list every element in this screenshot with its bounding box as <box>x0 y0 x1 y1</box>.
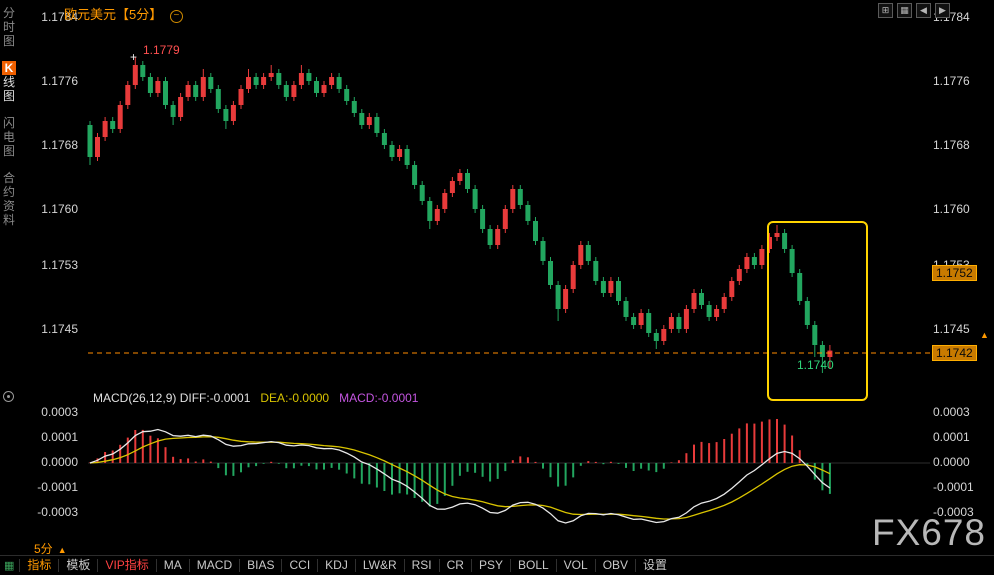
sidebar-item-label: 分时图 <box>2 6 15 48</box>
price-axis-label: 1.1768 <box>933 138 970 152</box>
current-price-tag: 1.1742 <box>932 345 977 361</box>
toolbar-tab-psy[interactable]: PSY <box>470 559 510 572</box>
toolbar-tab-kdj[interactable]: KDJ <box>317 559 355 572</box>
price-axis-label: 1.1745 <box>933 322 970 336</box>
price-axis-label: 1.1784 <box>41 10 78 24</box>
macd-axis-label: -0.0003 <box>933 505 974 519</box>
price-axis-label: 1.1768 <box>41 138 78 152</box>
toolbar-tab-cr[interactable]: CR <box>438 559 471 572</box>
candlestick-series <box>87 57 833 373</box>
period-text: 5分 <box>34 542 53 556</box>
period-label[interactable]: 5分 ▲ <box>34 540 67 557</box>
toolbar-tab-lwr[interactable]: LW&R <box>354 559 404 572</box>
toolbar-tab-obv[interactable]: OBV <box>594 559 635 572</box>
low-price-annotation: 1.1740 <box>797 358 834 372</box>
toolbar-tab-indicator[interactable]: 指标 <box>19 559 58 572</box>
chart-header: 欧元美元【5分】 − <box>64 4 183 23</box>
macd-header-part-2: MACD:-0.0001 <box>339 391 419 405</box>
toolbar-tab-macd[interactable]: MACD <box>188 559 239 572</box>
macd-dea-line <box>89 436 831 520</box>
price-axis-label: 1.1776 <box>933 74 970 88</box>
price-axis-label: 1.1760 <box>41 202 78 216</box>
toolbar-tab-settings[interactable]: 设置 <box>635 559 674 572</box>
high-price-annotation: 1.1779 <box>143 43 180 57</box>
toolbar-tab-cci[interactable]: CCI <box>281 559 317 572</box>
period-dropdown-icon: ▲ <box>57 545 67 555</box>
price-axis-label: 1.1760 <box>933 202 970 216</box>
kline-badge: K <box>2 61 16 75</box>
price-axis-label: 1.1745 <box>41 322 78 336</box>
grid-icon[interactable]: ▦ <box>897 3 912 18</box>
sidebar-item-label: 线图 <box>2 75 15 103</box>
sidebar-item-label: 闪电图 <box>2 116 15 158</box>
chart-type-sidebar: 分时图 K 线图闪电图合约资料 <box>2 6 18 240</box>
macd-axis-label: 0.0000 <box>41 455 78 469</box>
price-marker-icon: ▲ <box>980 330 989 340</box>
toolbar-tab-bias[interactable]: BIAS <box>239 559 281 572</box>
macd-axis-label: -0.0003 <box>37 505 78 519</box>
indicators-grid-icon[interactable]: ▦ <box>4 560 15 572</box>
macd-header-part-0: MACD(26,12,9) DIFF:-0.0001 <box>93 391 251 405</box>
macd-axis-label: 0.0001 <box>933 430 970 444</box>
fullscreen-icon[interactable]: ⊞ <box>878 3 893 18</box>
chart-tools: ⊞ ▦ ◀ ▶ <box>878 3 950 18</box>
toolbar-tab-ma[interactable]: MA <box>155 559 189 572</box>
sidebar-item-contract-info[interactable]: 合约资料 <box>2 171 16 227</box>
macd-axis-label: 0.0003 <box>933 405 970 419</box>
macd-axis-label: 0.0001 <box>41 430 78 444</box>
macd-axis-label: -0.0001 <box>933 480 974 494</box>
sidebar-item-lightning-chart[interactable]: 闪电图 <box>2 116 16 158</box>
price-axis-label: 1.1753 <box>41 258 78 272</box>
toolbar-tab-boll[interactable]: BOLL <box>509 559 556 572</box>
macd-axis-label: 0.0003 <box>41 405 78 419</box>
symbol-title: 欧元美元【5分】 <box>64 7 163 22</box>
toolbar-tab-rsi[interactable]: RSI <box>403 559 439 572</box>
toolbar-tab-vip-indicator[interactable]: VIP指标 <box>97 559 155 572</box>
pan-left-icon[interactable]: ◀ <box>916 3 931 18</box>
watermark: FX678 <box>871 512 986 553</box>
ref-price-tag: 1.1752 <box>932 265 977 281</box>
highlight-box <box>767 221 868 401</box>
macd-diff-line <box>89 428 831 524</box>
crosshair-icon: + <box>130 50 138 64</box>
sidebar-item-label: 合约资料 <box>2 171 15 227</box>
bottom-toolbar: ▦ 指标 模板 VIP指标 MA MACD BIAS CCI KDJ LW&R RSI CR PSY B… <box>0 555 994 575</box>
sidebar-item-time-chart[interactable]: 分时图 <box>2 6 16 48</box>
toolbar-tab-template[interactable]: 模板 <box>58 559 97 572</box>
macd-header-part-1: DEA:-0.0000 <box>260 391 330 405</box>
sidebar-item-kline-chart[interactable]: K 线图 <box>2 61 16 103</box>
price-axis-label: 1.1776 <box>41 74 78 88</box>
macd-axis-label: 0.0000 <box>933 455 970 469</box>
collapse-icon[interactable]: − <box>169 10 183 23</box>
panel-toggle-icon[interactable] <box>3 391 14 402</box>
pan-right-icon[interactable]: ▶ <box>935 3 950 18</box>
macd-axis-label: -0.0001 <box>37 480 78 494</box>
macd-indicator-header: MACD(26,12,9) DIFF:-0.0001 DEA:-0.0000 MAC… <box>93 391 428 405</box>
toolbar-tab-vol[interactable]: VOL <box>555 559 595 572</box>
